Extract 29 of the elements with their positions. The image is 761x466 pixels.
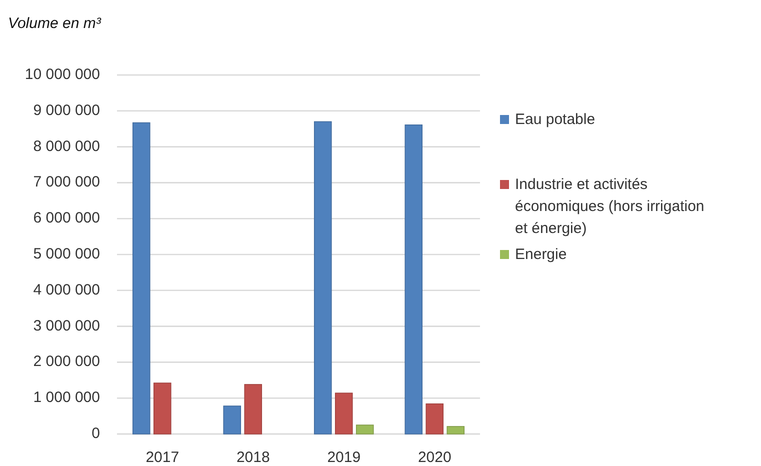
legend-label: Energie <box>515 246 567 263</box>
bar <box>153 382 172 434</box>
bar <box>132 122 150 434</box>
bar <box>426 403 444 434</box>
y-axis-title: Volume en m³ <box>8 15 102 32</box>
y-tick-label: 8 000 000 <box>33 138 100 155</box>
y-tick-label: 0 <box>92 424 100 442</box>
y-tick-label: 9 000 000 <box>33 102 100 119</box>
bar <box>334 392 353 434</box>
x-tick-label: 2020 <box>418 448 452 466</box>
legend-label: Industrie et activités économiques (hors irrigation et énergie) <box>515 176 704 237</box>
y-tick-label: 5 000 000 <box>33 245 100 262</box>
y-tick-label: 4 000 000 <box>33 281 100 298</box>
bar <box>244 384 262 434</box>
bar <box>404 124 423 434</box>
bar <box>356 424 374 434</box>
y-tick-label: 7 000 000 <box>33 174 100 191</box>
x-tick-label: 2017 <box>146 448 180 466</box>
x-tick-label: 2018 <box>236 448 270 466</box>
y-tick-label: 6 000 000 <box>33 210 100 227</box>
y-tick-label: 1 000 000 <box>33 389 100 406</box>
bar <box>314 121 332 434</box>
bar <box>223 406 242 434</box>
y-tick-label: 10 000 000 <box>24 66 100 83</box>
y-tick-label: 3 000 000 <box>33 317 100 334</box>
x-tick-label: 2019 <box>327 448 361 466</box>
y-tick-label: 2 000 000 <box>33 353 100 370</box>
bar <box>446 426 465 434</box>
legend-label: Eau potable <box>515 110 596 128</box>
